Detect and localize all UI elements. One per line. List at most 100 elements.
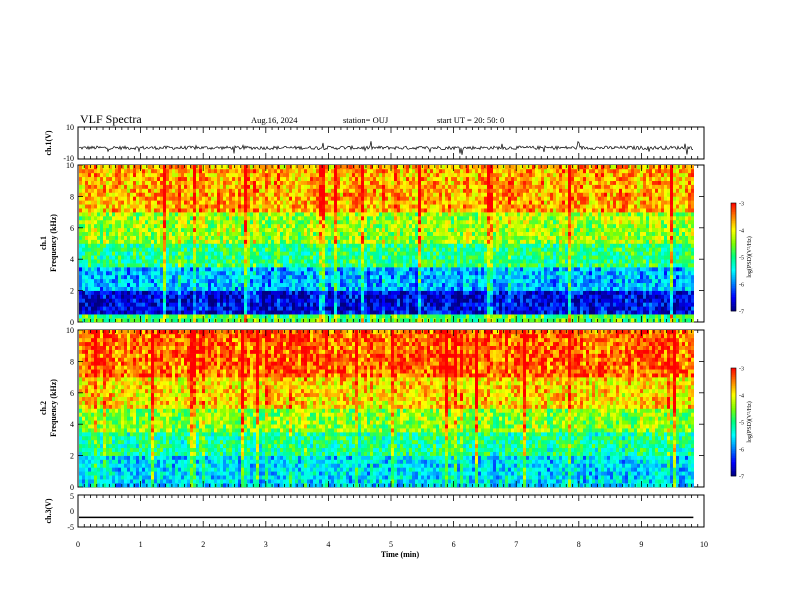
spectrogram-cell — [238, 212, 241, 217]
spectrogram-cell — [226, 172, 229, 178]
spectrogram-cell — [187, 223, 190, 229]
spectrogram-cell — [244, 223, 247, 229]
spectrogram-cell — [241, 270, 244, 276]
spectrogram-cell — [337, 259, 340, 264]
spectrogram-cell — [124, 231, 127, 236]
spectrogram-cell — [334, 239, 337, 244]
spectrogram-cell — [181, 263, 184, 268]
spectrogram-cell — [88, 267, 91, 272]
spectrogram-cell — [352, 267, 355, 272]
spectrogram-cell — [334, 318, 337, 323]
spectrogram-cell — [433, 243, 436, 248]
spectrogram-cell — [160, 216, 163, 221]
spectrogram-cell — [385, 302, 388, 307]
spectrogram-cell — [319, 251, 322, 256]
spectrogram-cell — [451, 274, 454, 280]
spectrogram-cell — [442, 184, 445, 189]
spectrogram-cell — [127, 302, 130, 307]
spectrogram-cell — [256, 306, 259, 311]
spectrogram-cell — [235, 235, 238, 240]
spectrogram-cell — [325, 196, 328, 201]
spectrogram-cell — [232, 286, 235, 291]
spectrogram-cell — [157, 231, 160, 236]
spectrogram-cell — [205, 259, 208, 264]
spectrogram-cell — [286, 282, 289, 287]
spectrogram-cell — [421, 168, 424, 174]
spectrogram-cell — [340, 192, 343, 197]
spectrogram-cell — [130, 243, 133, 248]
spectrogram-cell — [406, 306, 409, 311]
spectrogram-cell — [436, 172, 439, 178]
spectrogram-cell — [280, 216, 283, 221]
spectrogram-cell — [370, 239, 373, 244]
spectrogram-cell — [130, 176, 133, 181]
spectrogram-cell — [283, 208, 286, 213]
spectrogram-cell — [82, 231, 85, 236]
spectrogram-cell — [385, 247, 388, 252]
spectrogram-cell — [307, 219, 310, 225]
spectrogram-cell — [190, 235, 193, 240]
spectrogram-cell — [436, 270, 439, 276]
spectrogram-cell — [415, 235, 418, 240]
spectrogram-cell — [127, 310, 130, 315]
spectrogram-cell — [382, 172, 385, 178]
spectrogram-cell — [139, 251, 142, 256]
spectrogram-cell — [172, 298, 175, 303]
spectrogram-cell — [451, 247, 454, 252]
spectrogram-cell — [439, 255, 442, 260]
spectrogram-cell — [307, 176, 310, 181]
spectrogram-cell — [316, 176, 319, 181]
spectrogram-cell — [133, 286, 136, 291]
spectrogram-cell — [226, 184, 229, 189]
spectrogram-cell — [418, 290, 421, 295]
spectrogram-cell — [223, 165, 226, 170]
spectrogram-cell — [214, 310, 217, 315]
spectrogram-cell — [235, 172, 238, 178]
spectrogram-cell — [334, 235, 337, 240]
spectrogram-cell — [358, 302, 361, 307]
spectrogram-cell — [244, 274, 247, 280]
spectrogram-cell — [304, 196, 307, 201]
spectrogram-cell — [157, 239, 160, 244]
spectrogram-cell — [397, 188, 400, 193]
spectrogram-cell — [91, 192, 94, 197]
spectrogram-cell — [202, 310, 205, 315]
spectrogram-cell — [88, 298, 91, 303]
spectrogram-cell — [94, 270, 97, 276]
spectrogram-cell — [121, 270, 124, 276]
spectrogram-cell — [235, 188, 238, 193]
spectrogram-cell — [295, 278, 298, 284]
spectrogram-cell — [124, 184, 127, 189]
spectrogram-cell — [349, 168, 352, 174]
spectrogram-cell — [337, 282, 340, 287]
spectrogram-cell — [343, 216, 346, 221]
spectrogram-cell — [241, 302, 244, 307]
spectrogram-cell — [181, 204, 184, 209]
spectrogram-cell — [286, 184, 289, 189]
spectrogram-cell — [127, 239, 130, 244]
spectrogram-cell — [214, 227, 217, 233]
spectrogram-cell — [211, 192, 214, 197]
spectrogram-cell — [142, 263, 145, 268]
spectrogram-cell — [145, 274, 148, 280]
spectrogram-cell — [394, 172, 397, 178]
spectrogram-cell — [319, 208, 322, 213]
spectrogram-cell — [139, 231, 142, 236]
spectrogram-cell — [220, 274, 223, 280]
spectrogram-cell — [184, 302, 187, 307]
spectrogram-cell — [376, 184, 379, 189]
spectrogram-cell — [331, 278, 334, 284]
spectrogram-cell — [367, 184, 370, 189]
spectrogram-cell — [172, 235, 175, 240]
spectrogram-cell — [361, 318, 364, 323]
spectrogram-cell — [325, 223, 328, 229]
spectrogram-cell — [340, 172, 343, 178]
spectrogram-cell — [268, 247, 271, 252]
spectrogram-cell — [394, 196, 397, 201]
spectrogram-cell — [436, 259, 439, 264]
spectrogram-cell — [103, 227, 106, 233]
spectrogram-cell — [157, 282, 160, 287]
spectrogram-cell — [85, 263, 88, 268]
spectrogram-cell — [196, 196, 199, 201]
spectrogram-cell — [118, 172, 121, 178]
